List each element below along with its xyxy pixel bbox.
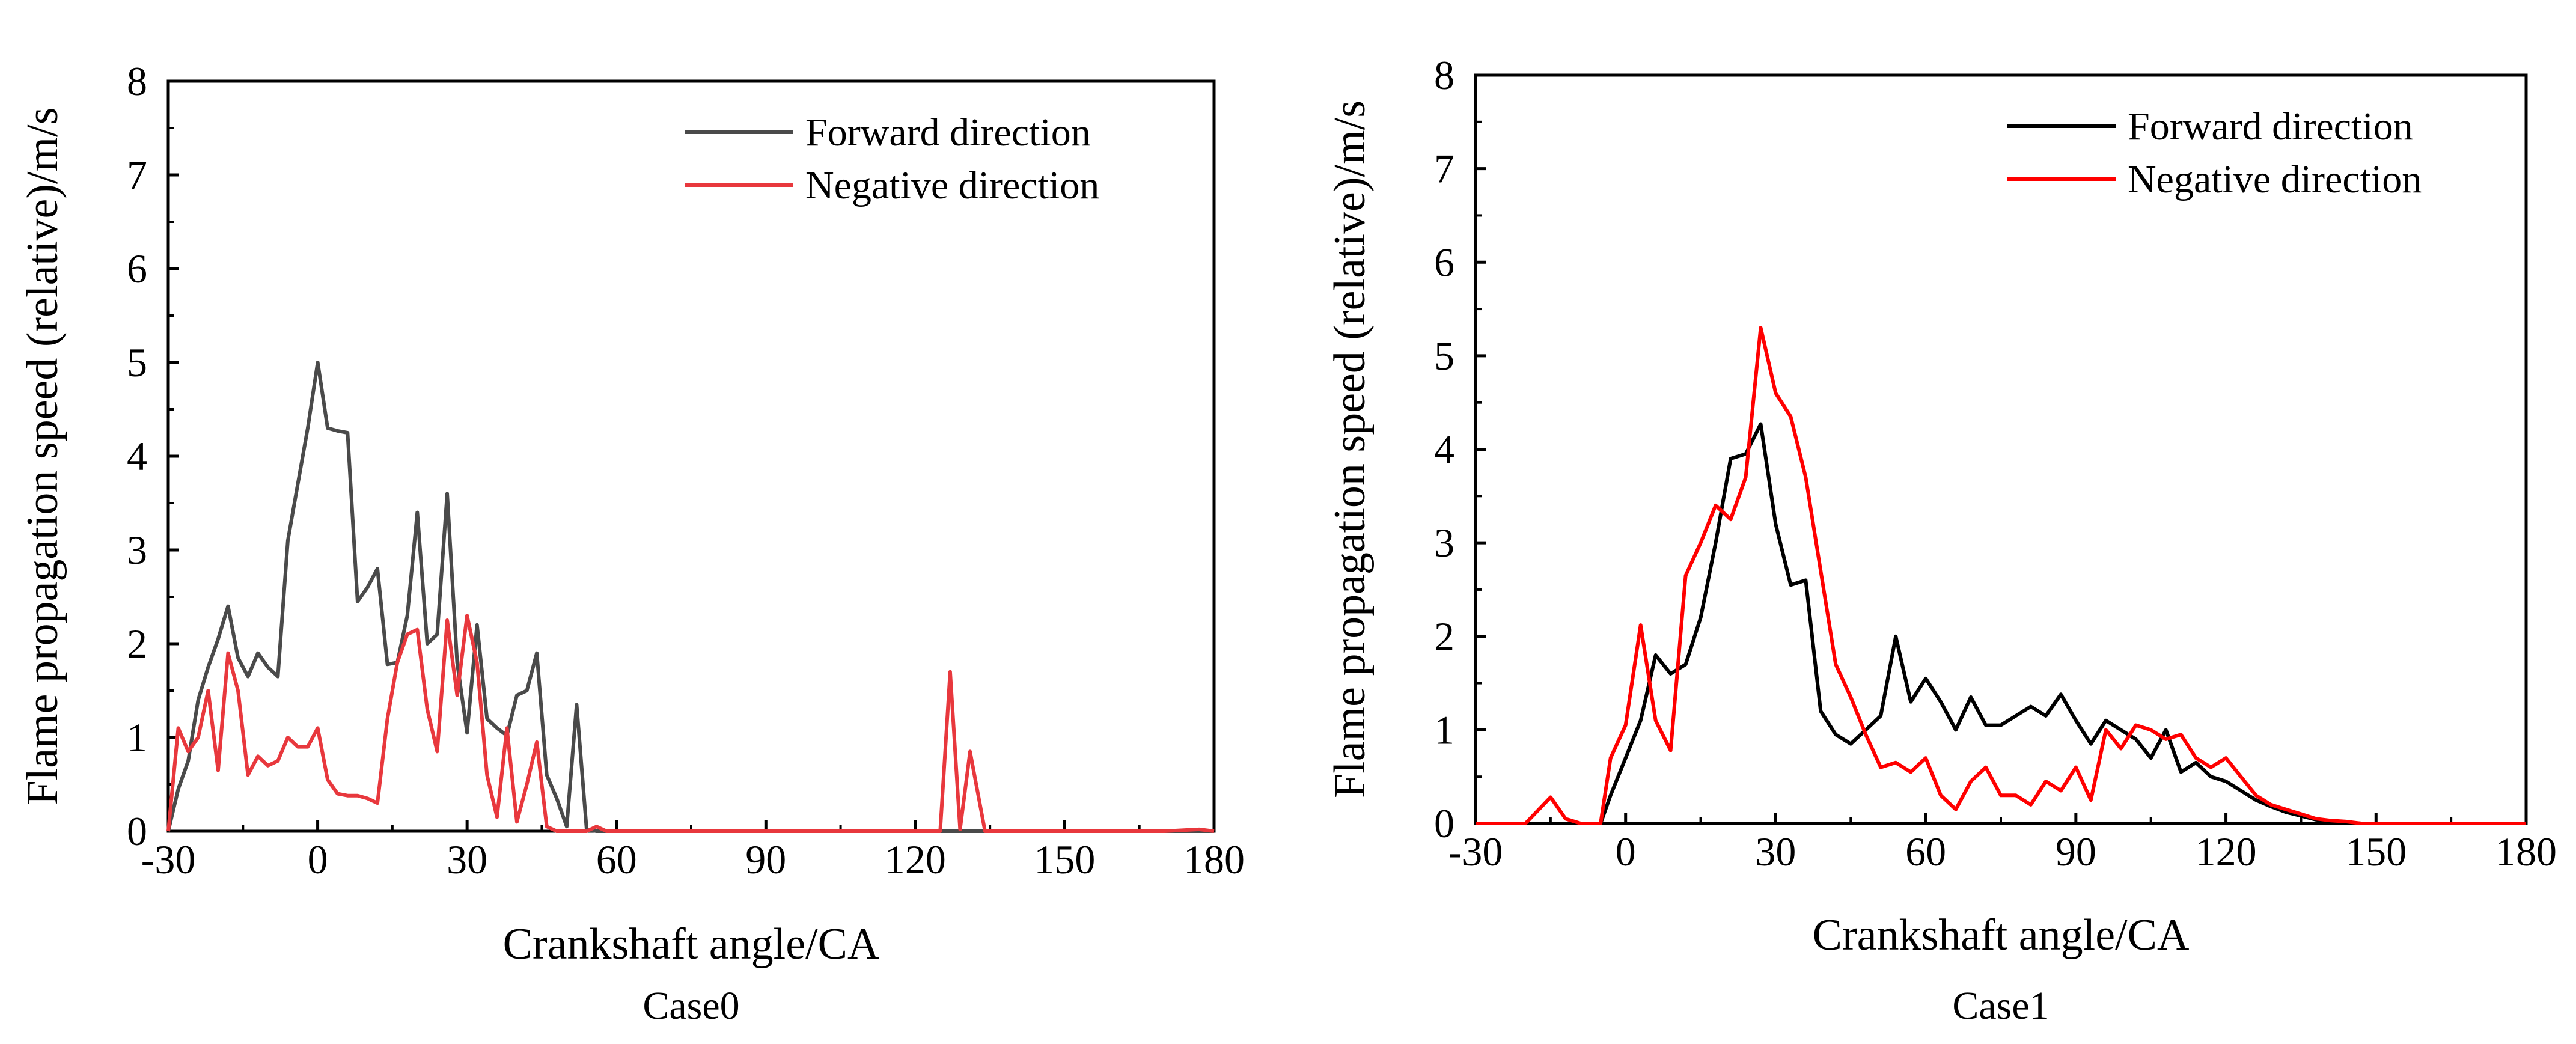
x-tick-label: 90	[745, 837, 786, 882]
x-axis-title: Crankshaft angle/CA	[1813, 911, 2190, 960]
y-tick-label: 8	[127, 58, 147, 104]
y-tick-label: 1	[127, 715, 147, 760]
y-tick-label: 0	[1434, 801, 1454, 846]
y-tick-label: 5	[127, 340, 147, 385]
x-tick-label: 60	[1905, 829, 1946, 875]
y-tick-label: 2	[127, 621, 147, 667]
x-tick-label: -30	[1448, 829, 1503, 875]
y-tick-label: 6	[127, 246, 147, 292]
y-tick-label: 7	[1434, 146, 1454, 192]
y-tick-label: 7	[127, 152, 147, 198]
series-line-forward	[166, 361, 1214, 833]
x-axis-title: Crankshaft angle/CA	[503, 920, 880, 969]
x-tick-label: 60	[596, 837, 637, 882]
x-tick-label: 0	[1616, 829, 1636, 875]
y-axis-title: Flame propagation speed (relative)/m/s	[1325, 100, 1375, 798]
x-tick-label: 180	[1183, 837, 1245, 882]
y-axis-title: Flame propagation speed (relative)/m/s	[18, 107, 67, 805]
x-tick-label: 0	[308, 837, 328, 882]
legend-label: Forward direction	[805, 111, 1091, 154]
x-tick-label: 120	[2196, 829, 2257, 875]
x-tick-label: 150	[1034, 837, 1095, 882]
x-tick-label: 180	[2495, 829, 2557, 875]
panel-caption: Case0	[642, 984, 739, 1028]
legend-label: Negative direction	[2128, 157, 2422, 201]
legend-label: Forward direction	[2128, 105, 2413, 148]
y-tick-label: 3	[127, 527, 147, 573]
series-line-negative	[1476, 326, 2526, 825]
series-line-forward	[1476, 422, 2526, 825]
y-tick-label: 4	[127, 433, 147, 479]
y-tick-label: 8	[1434, 52, 1454, 98]
legend-label: Negative direction	[805, 163, 1099, 207]
y-tick-label: 5	[1434, 333, 1454, 379]
y-tick-label: 6	[1434, 239, 1454, 285]
y-tick-label: 0	[127, 808, 147, 854]
y-tick-label: 1	[1434, 707, 1454, 752]
panel-caption: Case1	[1952, 984, 2049, 1028]
x-tick-label: 120	[885, 837, 946, 882]
y-tick-label: 2	[1434, 614, 1454, 659]
x-tick-label: 90	[2056, 829, 2096, 875]
series-line-negative	[166, 614, 1215, 833]
x-tick-label: 150	[2345, 829, 2407, 875]
x-tick-label: -30	[141, 837, 196, 882]
y-tick-label: 3	[1434, 520, 1454, 566]
y-tick-label: 4	[1434, 427, 1454, 472]
x-tick-label: 30	[447, 837, 487, 882]
x-tick-label: 30	[1755, 829, 1796, 875]
